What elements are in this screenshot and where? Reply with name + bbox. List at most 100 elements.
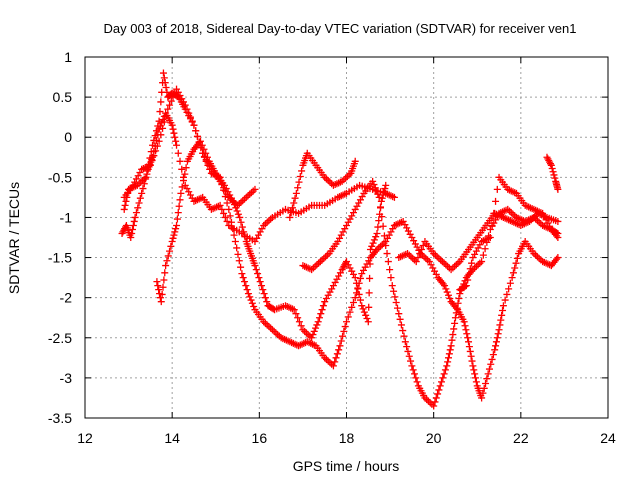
- data-point: [372, 233, 380, 241]
- data-point: [370, 236, 378, 244]
- x-tick-label: 16: [252, 430, 268, 446]
- data-point: [469, 362, 477, 370]
- data-point: [511, 264, 519, 272]
- data-point: [265, 323, 273, 331]
- data-point: [355, 199, 363, 207]
- data-point: [353, 202, 361, 210]
- data-point: [174, 149, 182, 157]
- data-point: [351, 205, 359, 213]
- data-point: [344, 218, 352, 226]
- data-point: [324, 177, 332, 185]
- data-point: [320, 254, 328, 262]
- data-point: [476, 241, 484, 249]
- data-point: [233, 207, 241, 215]
- data-point: [444, 262, 452, 270]
- data-point: [535, 218, 543, 226]
- data-point: [235, 200, 243, 208]
- data-point: [163, 257, 171, 265]
- data-point: [358, 270, 366, 278]
- data-point: [499, 302, 507, 310]
- data-point: [339, 332, 347, 340]
- data-point: [341, 225, 349, 233]
- y-tick-label: -2.5: [48, 330, 72, 346]
- data-point: [452, 261, 460, 269]
- data-point: [368, 242, 376, 250]
- data-point: [378, 194, 386, 202]
- data-point: [404, 347, 412, 355]
- data-point: [391, 293, 399, 301]
- data-point: [414, 254, 422, 262]
- data-point: [434, 390, 442, 398]
- data-point: [157, 298, 165, 306]
- data-point: [240, 228, 248, 236]
- data-point: [292, 310, 300, 318]
- series-track-1: [118, 109, 398, 246]
- data-point: [375, 217, 383, 225]
- data-point: [439, 374, 447, 382]
- data-point: [261, 294, 269, 302]
- data-point: [429, 264, 437, 272]
- data-point: [392, 298, 400, 306]
- data-point: [160, 118, 168, 126]
- data-point: [242, 193, 250, 201]
- data-point: [135, 199, 143, 207]
- data-point: [226, 212, 234, 220]
- data-point: [548, 165, 556, 173]
- y-tick-label: -1: [60, 209, 73, 225]
- data-point: [420, 253, 428, 261]
- data-point: [297, 322, 305, 330]
- data-point: [432, 394, 440, 402]
- data-point: [122, 197, 130, 205]
- data-point: [407, 357, 415, 365]
- data-point: [387, 228, 395, 236]
- data-point: [166, 247, 174, 255]
- data-point: [379, 222, 387, 230]
- data-point: [186, 191, 194, 199]
- data-point: [431, 267, 439, 275]
- data-point: [185, 188, 193, 196]
- data-point: [254, 231, 262, 239]
- data-point: [155, 137, 163, 145]
- data-point: [406, 230, 414, 238]
- data-point: [173, 215, 181, 223]
- data-point: [238, 270, 246, 278]
- data-point: [547, 161, 555, 169]
- data-point: [149, 141, 157, 149]
- data-point: [364, 318, 372, 326]
- series-track-9: [456, 173, 562, 294]
- data-point: [488, 221, 496, 229]
- data-point: [290, 199, 298, 207]
- data-point: [221, 193, 229, 201]
- x-tick-label: 20: [426, 430, 442, 446]
- data-point: [488, 355, 496, 363]
- data-point: [356, 274, 364, 282]
- data-point: [328, 285, 336, 293]
- data-point: [492, 197, 500, 205]
- data-point: [323, 251, 331, 259]
- data-point: [171, 228, 179, 236]
- data-point: [246, 293, 254, 301]
- x-axis-ticks: 12 14 16 18 20 22 24: [77, 57, 616, 446]
- data-point: [379, 191, 387, 199]
- data-point: [248, 299, 256, 307]
- data-point: [155, 286, 163, 294]
- data-point: [179, 177, 187, 185]
- data-point: [449, 264, 457, 272]
- data-point: [192, 127, 200, 135]
- data-point: [493, 185, 501, 193]
- data-point: [341, 323, 349, 331]
- data-point: [378, 213, 386, 221]
- data-point: [263, 321, 271, 329]
- data-point: [408, 362, 416, 370]
- data-point: [474, 244, 482, 252]
- data-point: [483, 375, 491, 383]
- data-point: [349, 270, 357, 278]
- data-point: [336, 234, 344, 242]
- data-point: [169, 125, 177, 133]
- data-point: [386, 266, 394, 274]
- y-tick-label: -2: [60, 290, 73, 306]
- data-point: [162, 112, 170, 120]
- data-point: [509, 269, 517, 277]
- data-point: [546, 160, 554, 168]
- data-point: [129, 221, 137, 229]
